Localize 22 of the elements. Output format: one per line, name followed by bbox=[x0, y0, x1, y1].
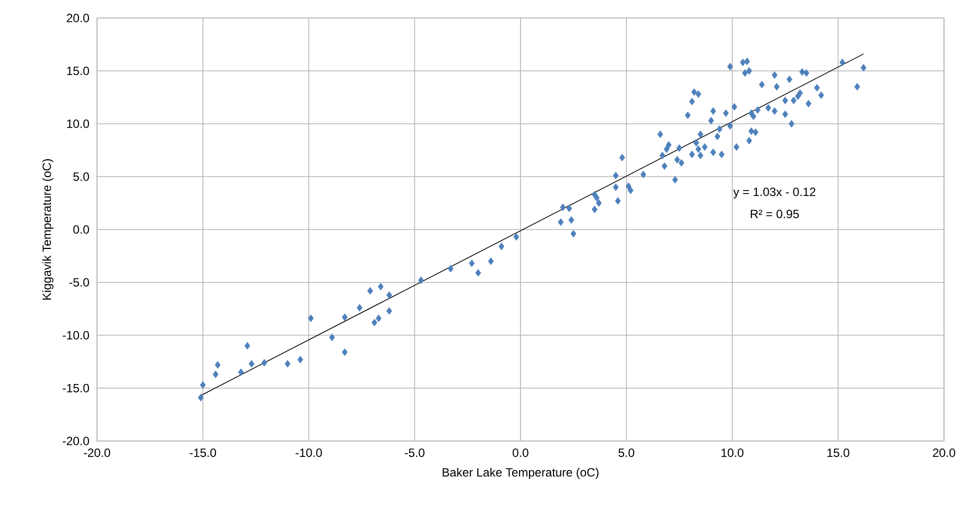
annotation: R² = 0.95 bbox=[750, 210, 799, 218]
x-tick-label: 20.0 bbox=[932, 448, 956, 457]
y-tick-label: 15.0 bbox=[67, 66, 90, 76]
x-tick-label: 10.0 bbox=[722, 448, 744, 457]
y-axis-title: Kiggavik Temperature (oC) bbox=[42, 159, 54, 300]
x-axis-title: Baker Lake Temperature (oC) bbox=[442, 468, 598, 479]
x-tick-label: -10.0 bbox=[296, 448, 322, 457]
x-tick-label: -15.0 bbox=[190, 448, 216, 457]
x-tick-label: -20.0 bbox=[84, 448, 110, 457]
y-tick-label: -5.0 bbox=[69, 278, 90, 287]
annotation: y = 1.03x - 0.12 bbox=[733, 188, 816, 198]
x-tick-label: -5.0 bbox=[404, 448, 424, 457]
y-tick-label: 5.0 bbox=[73, 172, 90, 181]
y-tick-label: 20.0 bbox=[66, 14, 90, 22]
x-tick-label: 15.0 bbox=[827, 448, 850, 457]
y-tick-label: 0.0 bbox=[73, 225, 90, 234]
x-tick-label: 5.0 bbox=[618, 448, 634, 457]
y-tick-label: -15.0 bbox=[62, 384, 90, 392]
x-tick-label: 0.0 bbox=[512, 448, 528, 457]
y-tick-label: -20.0 bbox=[62, 436, 90, 446]
y-tick-label: 10.0 bbox=[67, 120, 90, 128]
y-tick-label: -10.0 bbox=[62, 331, 90, 340]
